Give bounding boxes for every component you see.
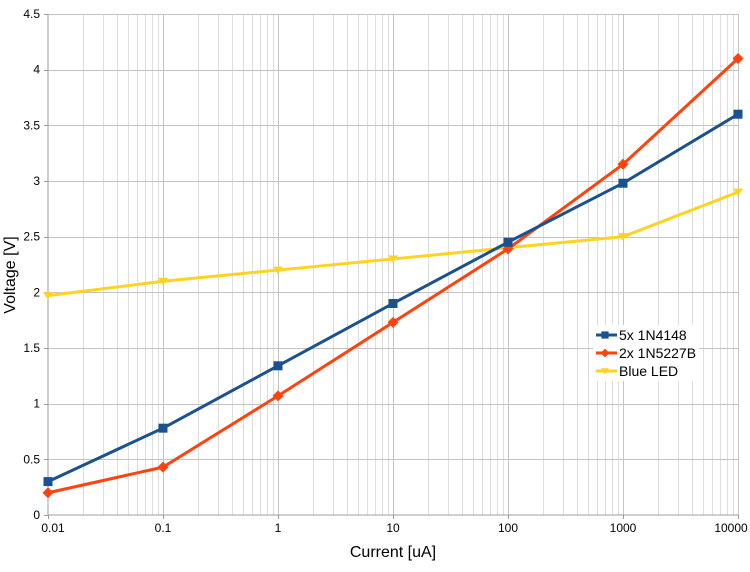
x-tick-label: 100 (498, 521, 518, 535)
legend-item-2x-1n5227b: 2x 1N5227B (596, 344, 696, 362)
legend-marker-5x-1n4148 (601, 331, 609, 339)
y-tick-label: 3.5 (23, 118, 40, 132)
data-point-5x-1n4148 (618, 178, 628, 188)
legend-label-blue-led: Blue LED (619, 363, 679, 379)
data-point-blue-led (618, 233, 628, 241)
series-5x-1n4148 (43, 109, 743, 487)
data-point-5x-1n4148 (733, 109, 743, 119)
legend-label-2x-1n5227b: 2x 1N5227B (619, 345, 697, 361)
x-tick-label: 10000 (714, 521, 748, 535)
data-point-5x-1n4148 (273, 361, 283, 371)
data-point-2x-1n5227b (272, 390, 284, 402)
data-point-5x-1n4148 (158, 423, 168, 433)
grid-major-lines (48, 14, 739, 515)
y-axis-title: Voltage [V] (2, 236, 19, 313)
y-tick-label: 3 (33, 174, 40, 188)
x-axis-title: Current [uA] (350, 544, 436, 561)
y-tick-label: 4.5 (23, 7, 40, 21)
y-tick-label: 0.5 (23, 452, 40, 466)
axes (44, 14, 739, 519)
legend-item-blue-led: Blue LED (596, 362, 696, 380)
tick-labels: 0 0.5 1 1.5 2 2.5 3 3.5 4 4.5 0.01 0.1 1 10 100 1000 100… (23, 7, 748, 535)
legend-marker-blue-led (601, 368, 609, 375)
legend-square-icon (596, 331, 617, 339)
data-series (42, 53, 744, 499)
grid-minor-lines (83, 14, 734, 515)
legend-triangle-down-icon (596, 368, 617, 375)
x-tick-label: 1000 (610, 521, 637, 535)
y-tick-label: 1.5 (23, 341, 40, 355)
data-point-blue-led (273, 266, 283, 275)
y-tick-label: 4 (33, 63, 40, 77)
data-point-2x-1n5227b (387, 316, 399, 328)
legend-diamond-icon (596, 348, 617, 358)
y-tick-label: 1 (33, 397, 40, 411)
data-point-2x-1n5227b (42, 487, 54, 499)
legend-item-5x-1n4148: 5x 1N4148 (596, 326, 696, 344)
data-point-5x-1n4148 (503, 237, 513, 247)
data-point-2x-1n5227b (732, 53, 744, 65)
y-tick-label: 2 (33, 285, 40, 299)
x-tick-label: 10 (386, 521, 400, 535)
data-point-blue-led (733, 188, 743, 197)
data-point-2x-1n5227b (617, 158, 629, 170)
legend: 5x 1N4148 2x 1N5227B Blue LED (593, 325, 700, 381)
data-point-2x-1n5227b (157, 461, 169, 473)
x-tick-label: 1 (275, 521, 282, 535)
data-point-blue-led (158, 277, 168, 286)
legend-marker-2x-1n5227b (600, 348, 610, 358)
data-point-5x-1n4148 (388, 298, 398, 308)
x-tick-label: 0.1 (155, 521, 172, 535)
data-point-blue-led (43, 292, 53, 300)
data-point-5x-1n4148 (43, 477, 53, 487)
data-point-blue-led (388, 255, 398, 263)
x-tick-label: 0.01 (41, 521, 65, 535)
legend-label-5x-1n4148: 5x 1N4148 (619, 327, 687, 343)
y-tick-label: 0 (33, 508, 40, 522)
y-tick-label: 2.5 (23, 230, 40, 244)
